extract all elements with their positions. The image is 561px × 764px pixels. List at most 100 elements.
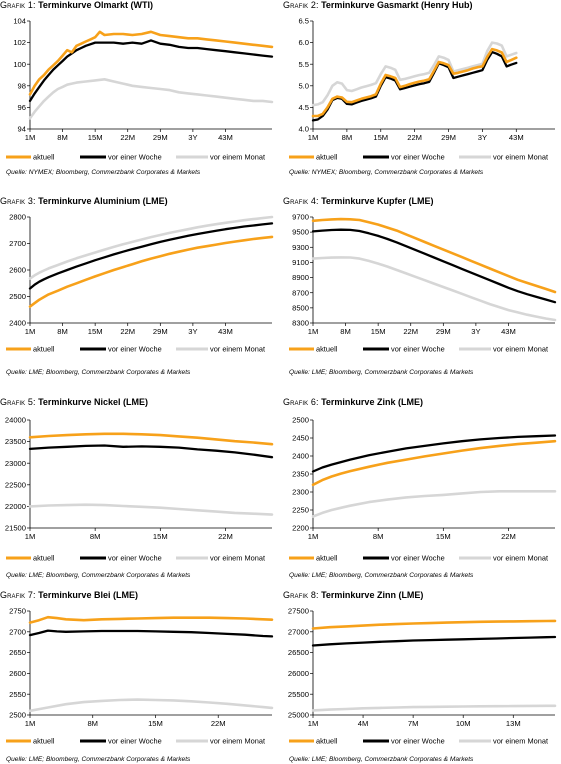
legend-label-woche: vor einer Woche	[108, 153, 162, 162]
chart-wti: 94 96 98 100 102 104 1M 8M 15M 22M 29M 3Y 43M aktuell…	[6, 17, 274, 162]
y-tick-label: 2400	[9, 319, 26, 328]
y-tick-label: 2500	[9, 292, 26, 301]
legend-label-aktuell: aktuell	[33, 737, 55, 746]
series-line-monat	[311, 704, 557, 712]
x-tick-label: 22M	[501, 532, 516, 541]
y-tick-label: 9300	[292, 243, 309, 252]
y-tick-label: 27000	[288, 627, 309, 636]
series-line-woche	[311, 635, 557, 647]
legend-label-woche: vor einer Woche	[108, 345, 162, 354]
x-tick-label: 15M	[373, 133, 388, 142]
y-tick-label: 27500	[288, 607, 309, 616]
y-tick-label: 2550	[9, 690, 26, 699]
x-tick-label: 1M	[308, 133, 319, 142]
y-tick-label: 9500	[292, 228, 309, 237]
legend-label-monat: vor einem Monat	[493, 737, 548, 746]
legend-label-aktuell: aktuell	[33, 554, 55, 563]
y-tick-label: 4.5	[298, 103, 309, 112]
series-line-woche	[28, 629, 274, 638]
series-line-woche	[311, 50, 518, 122]
x-tick-label: 1M	[25, 133, 36, 142]
series-line-woche	[311, 228, 557, 304]
series-line-monat	[311, 490, 557, 518]
x-tick-label: 15M	[153, 532, 168, 541]
series-line-monat	[28, 503, 274, 516]
x-tick-label: 22M	[407, 133, 422, 142]
y-tick-label: 8700	[292, 288, 309, 297]
y-tick-label: 24000	[5, 416, 26, 425]
chart-title: Grafik 2: Terminkurve Gasmarkt (Henry Hu…	[283, 0, 472, 10]
y-tick-label: 2250	[292, 506, 309, 515]
chart-source: Quelle: LME; Bloomberg, Commerzbank Corp…	[289, 572, 474, 579]
chart-title: Grafik 5: Terminkurve Nickel (LME)	[0, 397, 148, 407]
x-tick-label: 15M	[148, 719, 163, 728]
legend-label-woche: vor einer Woche	[391, 345, 445, 354]
x-tick-label: 43M	[218, 327, 233, 336]
x-tick-label: 43M	[509, 133, 524, 142]
chart-zinn: 25000 25500 26000 26500 27000 27500 1M 4M 7M 10M 1…	[288, 607, 557, 746]
legend-label-monat: vor einem Monat	[210, 737, 265, 746]
x-tick-label: 1M	[308, 327, 319, 336]
y-tick-label: 94	[18, 125, 26, 134]
x-tick-label: 7M	[408, 719, 419, 728]
chart-title: Grafik 8: Terminkurve Zinn (LME)	[283, 590, 423, 600]
chart-number: Grafik 7:	[0, 590, 36, 600]
chart-number: Grafik 2:	[283, 0, 319, 10]
legend-label-monat: vor einem Monat	[210, 153, 265, 162]
chart-number: Grafik 8:	[283, 590, 319, 600]
series-line-aktuell	[28, 432, 274, 446]
y-tick-label: 2700	[9, 239, 26, 248]
chart-source: Quelle: LME; Bloomberg, Commerzbank Corp…	[6, 756, 191, 763]
chart-number: Grafik 3:	[0, 196, 36, 206]
y-tick-label: 2500	[292, 416, 309, 425]
y-tick-label: 2200	[292, 524, 309, 533]
y-tick-label: 2350	[292, 470, 309, 479]
y-tick-label: 6.5	[298, 17, 309, 26]
x-tick-label: 4M	[358, 719, 369, 728]
chart-number: Grafik 1:	[0, 0, 36, 10]
y-tick-label: 2600	[9, 266, 26, 275]
x-tick-label: 8M	[373, 532, 384, 541]
chart-zink: 2200 2250 2300 2350 2400 2450 2500 1M 8M 15M 22M ak…	[289, 416, 557, 563]
legend-label-aktuell: aktuell	[316, 554, 338, 563]
chart-name: Terminkurve Gasmarkt (Henry Hub)	[321, 0, 473, 10]
y-tick-label: 2400	[292, 452, 309, 461]
x-tick-label: 22M	[120, 327, 135, 336]
chart-aluminium: 2400 2500 2600 2700 2800 1M 8M 15M 22M 29M 3Y 43M ak…	[6, 213, 274, 354]
x-tick-label: 3Y	[471, 327, 480, 336]
chart-source: Quelle: LME; Bloomberg, Commerzbank Corp…	[6, 369, 191, 376]
y-tick-label: 100	[13, 60, 26, 69]
x-tick-label: 15M	[436, 532, 451, 541]
series-line-aktuell	[28, 615, 274, 624]
x-tick-label: 8M	[57, 327, 68, 336]
series-line-aktuell	[311, 619, 557, 630]
x-tick-label: 13M	[506, 719, 521, 728]
x-tick-label: 1M	[308, 532, 319, 541]
x-tick-label: 1M	[25, 327, 36, 336]
legend-label-woche: vor einer Woche	[391, 153, 445, 162]
legend-label-monat: vor einem Monat	[493, 153, 548, 162]
series-line-monat	[311, 256, 557, 322]
x-tick-label: 15M	[88, 327, 103, 336]
chart-kupfer: 8300 8500 8700 8900 9100 9300 9500 9700 1M 8M 15M 2…	[289, 213, 557, 354]
x-tick-label: 22M	[120, 133, 135, 142]
y-tick-label: 22000	[5, 502, 26, 511]
x-tick-label: 22M	[403, 327, 418, 336]
y-tick-label: 2700	[9, 627, 26, 636]
chart-source: Quelle: LME; Bloomberg, Commerzbank Corp…	[289, 756, 474, 763]
chart-number: Grafik 4:	[283, 196, 319, 206]
legend-label-aktuell: aktuell	[316, 737, 338, 746]
series-line-woche	[28, 222, 274, 290]
chart-source: Quelle: NYMEX; Bloomberg, Commerzbank Co…	[289, 169, 484, 176]
x-tick-label: 15M	[371, 327, 386, 336]
y-tick-label: 4.0	[298, 125, 309, 134]
y-tick-label: 5.5	[298, 60, 309, 69]
series-line-woche	[311, 434, 557, 473]
series-line-woche	[28, 39, 274, 103]
y-tick-label: 2750	[9, 607, 26, 616]
series-line-aktuell	[311, 217, 557, 294]
x-tick-label: 1M	[308, 719, 319, 728]
chart-name: Terminkurve Blei (LME)	[38, 590, 138, 600]
x-tick-label: 3Y	[188, 327, 197, 336]
x-tick-label: 22M	[211, 719, 226, 728]
